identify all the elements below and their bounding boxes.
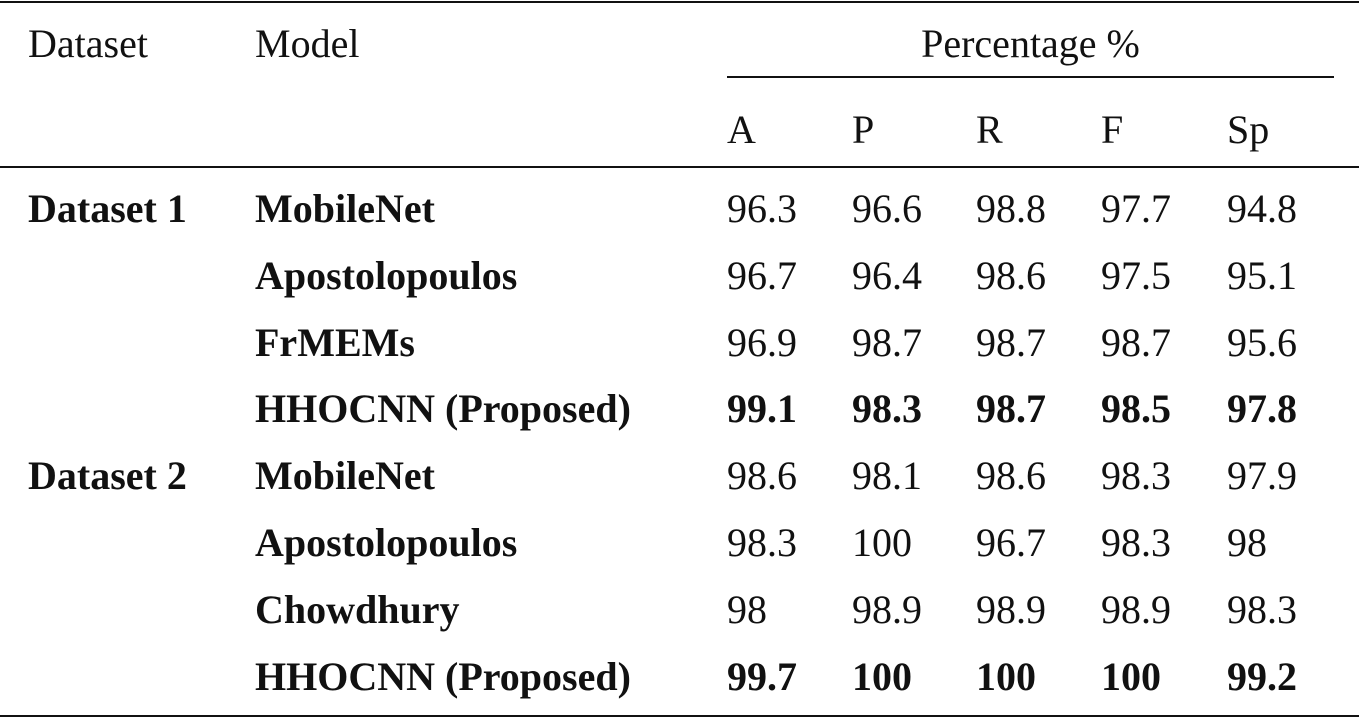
metric-header: F — [1101, 107, 1124, 152]
metric-header: Sp — [1227, 107, 1270, 152]
metric-value: 98.6 — [976, 453, 1046, 499]
metric-value: 95.1 — [1227, 252, 1297, 298]
metric-value: 98.3 — [1101, 520, 1171, 565]
metric-value: 97.9 — [1227, 453, 1297, 499]
metric-value: 99.2 — [1227, 653, 1297, 699]
metric-value: 98.5 — [1101, 386, 1171, 432]
metric-value: 98.7 — [976, 386, 1046, 432]
model-name: MobileNet — [255, 186, 435, 231]
metric-value: 94.8 — [1227, 186, 1297, 231]
metric-value: 96.7 — [727, 252, 797, 298]
metric-value: 100 — [976, 653, 1036, 699]
metric-value: 100 — [1101, 653, 1161, 699]
metric-header: P — [852, 107, 875, 152]
metric-value: 95.6 — [1227, 319, 1297, 365]
group-rule — [727, 76, 1334, 78]
model-name: MobileNet — [255, 453, 435, 499]
metric-value: 97.5 — [1101, 252, 1171, 298]
metric-value: 98.7 — [976, 319, 1046, 365]
metric-value: 96.9 — [727, 319, 797, 365]
model-name: HHOCNN (Proposed) — [255, 653, 631, 699]
metric-value: 97.7 — [1101, 186, 1171, 231]
metric-value: 100 — [852, 520, 912, 565]
metric-value: 98.6 — [727, 453, 797, 499]
metric-value: 98.3 — [852, 386, 922, 432]
metric-value: 98.9 — [852, 586, 922, 632]
metric-value: 98.3 — [1227, 586, 1297, 632]
metric-value: 96.4 — [852, 252, 922, 298]
dataset-label: Dataset 1 — [28, 186, 187, 231]
header-group: Percentage % — [921, 21, 1140, 66]
metric-value: 98.9 — [976, 586, 1046, 632]
metric-value: 96.3 — [727, 186, 797, 231]
header-model: Model — [255, 21, 360, 66]
metric-value: 98.1 — [852, 453, 922, 499]
metric-value: 98.7 — [1101, 319, 1171, 365]
model-name: HHOCNN (Proposed) — [255, 386, 631, 432]
top-rule — [0, 1, 1359, 3]
metric-value: 96.7 — [976, 520, 1046, 565]
model-name: FrMEMs — [255, 319, 415, 365]
model-name: Apostolopoulos — [255, 252, 518, 298]
metric-value: 96.6 — [852, 186, 922, 231]
metric-value: 98.3 — [727, 520, 797, 565]
metric-value: 99.1 — [727, 386, 797, 432]
metric-value: 98.8 — [976, 186, 1046, 231]
metric-value: 100 — [852, 653, 912, 699]
dataset-label: Dataset 2 — [28, 453, 187, 499]
model-name: Chowdhury — [255, 586, 460, 632]
header-rule — [0, 166, 1359, 168]
metric-value: 99.7 — [727, 653, 797, 699]
metric-header: A — [727, 107, 756, 152]
metric-value: 97.8 — [1227, 386, 1297, 432]
metric-value: 98.3 — [1101, 453, 1171, 499]
metric-value: 98.6 — [976, 252, 1046, 298]
metric-header: R — [976, 107, 1003, 152]
metric-value: 98.7 — [852, 319, 922, 365]
metric-value: 98 — [727, 586, 767, 632]
model-name: Apostolopoulos — [255, 520, 518, 565]
metric-value: 98.9 — [1101, 586, 1171, 632]
header-dataset: Dataset — [28, 21, 148, 66]
bottom-rule — [0, 715, 1359, 717]
metric-value: 98 — [1227, 520, 1267, 565]
